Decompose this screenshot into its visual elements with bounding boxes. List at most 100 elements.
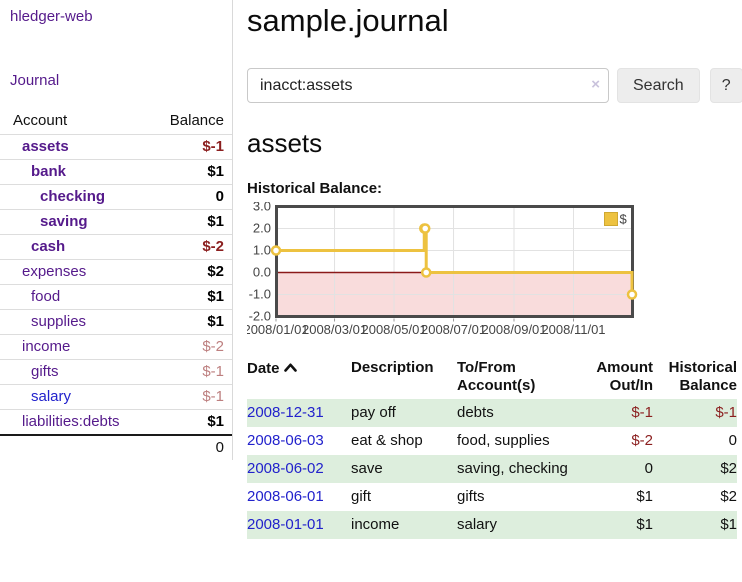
accounts-total-row: 0 <box>0 435 232 460</box>
register-date-cell: 2008-06-01 <box>247 483 345 511</box>
account-heading: assets <box>247 128 323 159</box>
app-brand-link[interactable]: hledger-web <box>0 8 232 26</box>
page-title: sample.journal <box>247 3 449 38</box>
accounts-total-value: 0 <box>215 439 224 456</box>
accounts-header-row: Account Balance <box>0 110 232 135</box>
account-balance: $1 <box>207 313 224 330</box>
register-amount-cell: 0 <box>571 455 653 484</box>
x-axis-tick-label: 2008/03/01 <box>302 322 367 337</box>
sort-ascending-icon <box>283 359 297 377</box>
data-point-marker <box>419 223 431 235</box>
register-amount-cell: $-2 <box>631 432 653 450</box>
register-description-cell: pay off <box>345 399 451 428</box>
x-axis-tick-label: 2008/07/01 <box>421 322 486 337</box>
register-amount-cell: $-1 <box>571 399 653 428</box>
sidebar: hledger-web Journal Account Balance asse… <box>0 0 233 460</box>
account-link-salary[interactable]: salary <box>31 388 72 405</box>
account-link-expenses[interactable]: expenses <box>22 263 87 280</box>
account-row: gifts $-1 <box>0 359 232 385</box>
accounts-header-balance: Balance <box>169 112 224 129</box>
account-balance: $-2 <box>202 338 224 355</box>
data-point-marker <box>420 267 432 279</box>
register-row: 2008-12-31 pay off debts $-1 $-1 <box>247 399 737 428</box>
register-header-balance: Historical Balance <box>668 359 737 395</box>
legend-label: $ <box>620 212 628 227</box>
register-amount-cell: $1 <box>636 488 653 506</box>
register-balance-cell: $2 <box>653 455 737 484</box>
transaction-date-link[interactable]: 2008-06-01 <box>247 488 324 506</box>
account-link-liabilities-debts[interactable]: liabilities:debts <box>22 413 120 430</box>
y-axis-tick-label: -1.0 <box>249 287 271 302</box>
chart-title: Historical Balance: <box>247 180 383 198</box>
account-name-cell: saving <box>0 210 153 235</box>
account-link-assets[interactable]: assets <box>22 138 69 155</box>
sidebar-item-journal[interactable]: Journal <box>0 72 232 90</box>
register-accounts-cell: saving, checking <box>451 455 571 484</box>
account-balance: $1 <box>207 163 224 180</box>
journal-link-label[interactable]: Journal <box>10 72 60 89</box>
register-amount-cell: $1 <box>571 511 653 540</box>
register-accounts-cell: salary <box>451 511 571 540</box>
register-row: 2008-01-01 income salary $1 $1 <box>247 511 737 540</box>
register-header-date[interactable]: Date <box>247 357 345 399</box>
account-balance: $2 <box>207 263 224 280</box>
register-balance-cell: $2 <box>720 488 737 506</box>
accounts-header-account: Account <box>13 112 68 129</box>
register-header-description: Description <box>351 359 434 377</box>
register-row: 2008-06-02 save saving, checking 0 $2 <box>247 455 737 484</box>
account-balance: $-1 <box>202 388 224 405</box>
accounts-table: Account Balance assets $-1 bank $1 checking 0… <box>0 110 232 460</box>
register-row: 2008-06-01 gift gifts $1 $2 <box>247 483 737 511</box>
register-description-cell: eat & shop <box>351 432 423 450</box>
register-date-cell: 2008-12-31 <box>247 399 345 428</box>
transaction-date-link[interactable]: 2008-12-31 <box>247 404 324 422</box>
y-axis-tick-label: -2.0 <box>249 309 271 324</box>
account-balance: 0 <box>215 188 224 205</box>
transaction-date-link[interactable]: 2008-01-01 <box>247 516 324 534</box>
transaction-date-link[interactable]: 2008-06-02 <box>247 460 324 478</box>
account-balance: $1 <box>207 213 224 230</box>
register-header-date-label: Date <box>247 360 280 378</box>
register-header-accounts: To/From Account(s) <box>457 359 536 395</box>
y-axis-tick-label: 3.0 <box>253 202 271 214</box>
account-link-cash[interactable]: cash <box>31 238 66 255</box>
account-row: cash $-2 <box>0 234 232 260</box>
account-row: saving $1 <box>0 209 232 235</box>
account-row: salary $-1 <box>0 384 232 410</box>
help-button[interactable]: ? <box>709 68 742 104</box>
register-accounts-cell: gifts <box>457 488 485 506</box>
account-link-bank[interactable]: bank <box>31 163 67 180</box>
account-link-checking[interactable]: checking <box>40 188 106 205</box>
account-name-cell: expenses <box>0 260 153 285</box>
search-input[interactable] <box>247 68 609 104</box>
y-axis-tick-label: 2.0 <box>253 221 271 236</box>
transaction-date-link[interactable]: 2008-06-03 <box>247 432 324 450</box>
historical-balance-chart: 2008/01/012008/03/012008/05/012008/07/01… <box>247 202 638 337</box>
register-table: Date Description To/From Account(s) Amou… <box>247 357 737 540</box>
data-point-marker <box>626 289 638 301</box>
account-link-food[interactable]: food <box>31 288 61 305</box>
account-link-gifts[interactable]: gifts <box>31 363 59 380</box>
register-date-cell: 2008-06-03 <box>247 427 345 455</box>
register-header-amount: Amount Out/In <box>596 359 653 395</box>
register-description-cell: income <box>345 511 451 540</box>
account-name-cell: checking <box>0 185 153 210</box>
account-balance: $-1 <box>202 363 224 380</box>
app-brand-label[interactable]: hledger-web <box>10 8 93 25</box>
clear-search-icon[interactable]: × <box>591 76 600 94</box>
x-axis-tick-label: 2008/09/01 <box>481 322 546 337</box>
account-row: expenses $2 <box>0 259 232 285</box>
account-balance: $1 <box>207 413 224 430</box>
account-link-supplies[interactable]: supplies <box>31 313 87 330</box>
account-name-cell: income <box>0 335 153 360</box>
x-axis-tick-label: 2008/01/01 <box>247 322 309 337</box>
register-balance-cell: $1 <box>653 511 737 540</box>
register-row: 2008-06-03 eat & shop food, supplies $-2 0 <box>247 427 737 455</box>
account-name-cell: assets <box>0 135 153 160</box>
register-balance-cell: $-1 <box>653 399 737 428</box>
account-balance: $-1 <box>202 138 224 155</box>
account-link-income[interactable]: income <box>22 338 71 355</box>
register-header-row: Date Description To/From Account(s) Amou… <box>247 357 737 399</box>
search-button[interactable]: Search <box>617 68 700 104</box>
account-link-saving[interactable]: saving <box>40 213 88 230</box>
